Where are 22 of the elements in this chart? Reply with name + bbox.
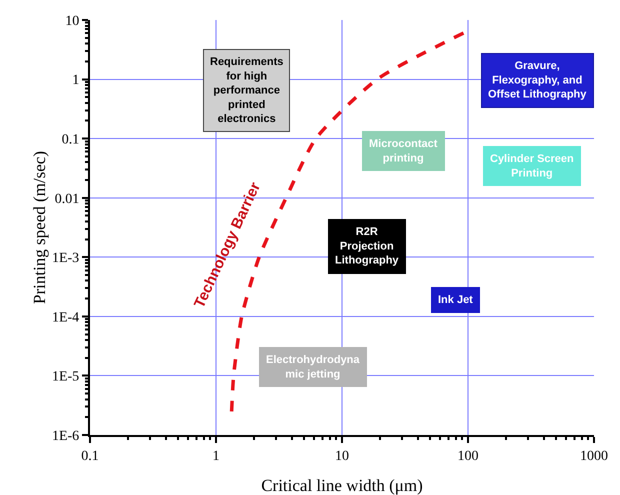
x-tick-label: 10 (335, 448, 349, 464)
y-tick-label: 0.1 (62, 132, 80, 148)
y-tick-label: 1E-4 (52, 310, 80, 326)
annotation: Electrohydrodyna mic jetting (266, 354, 360, 380)
x-tick-label: 1 (212, 448, 220, 464)
x-tick-label: 100 (458, 448, 478, 464)
annotation: R2R Projection Lithography (335, 226, 400, 267)
x-tick-label: 0.1 (81, 448, 99, 464)
y-tick-label: 0.01 (54, 192, 80, 207)
x-axis-title: Critical line width (μm) (261, 476, 423, 495)
y-axis-title: Printing speed (m/sec) (30, 151, 49, 304)
y-tick-label: 1E-5 (52, 370, 80, 385)
annotation: Cylinder Screen Printing (490, 153, 574, 180)
y-tick-label: 1E-6 (52, 428, 80, 444)
annotation: Requirements for high performance printed electronics (210, 56, 284, 126)
y-tick-label: 1E-3 (52, 251, 80, 266)
annotation: Gravure, Flexography, and Offset Lithography (488, 60, 588, 101)
annotation: Microcontact printing (369, 138, 438, 164)
annotation: Ink Jet (438, 294, 474, 306)
x-tick-label: 1000 (580, 448, 608, 464)
y-tick-label: 10 (65, 14, 80, 29)
y-tick-label: 1 (72, 73, 80, 88)
